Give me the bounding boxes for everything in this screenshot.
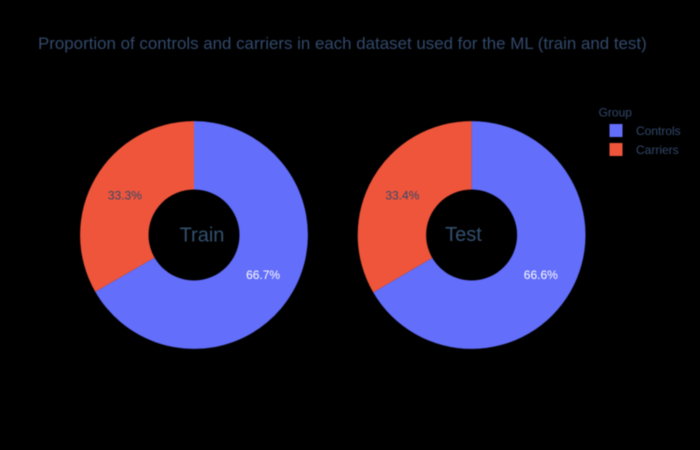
svg-text:Test: Test	[445, 224, 482, 246]
svg-text:66.7%: 66.7%	[246, 268, 280, 282]
svg-text:Carriers: Carriers	[636, 143, 679, 157]
svg-text:Proportion of controls and car: Proportion of controls and carriers in e…	[38, 34, 647, 53]
svg-text:Train: Train	[180, 225, 225, 247]
svg-text:66.6%: 66.6%	[524, 268, 558, 282]
svg-text:33.3%: 33.3%	[108, 188, 142, 202]
svg-text:Group: Group	[599, 106, 633, 120]
svg-text:33.4%: 33.4%	[385, 189, 419, 203]
svg-text:Controls: Controls	[636, 124, 681, 138]
